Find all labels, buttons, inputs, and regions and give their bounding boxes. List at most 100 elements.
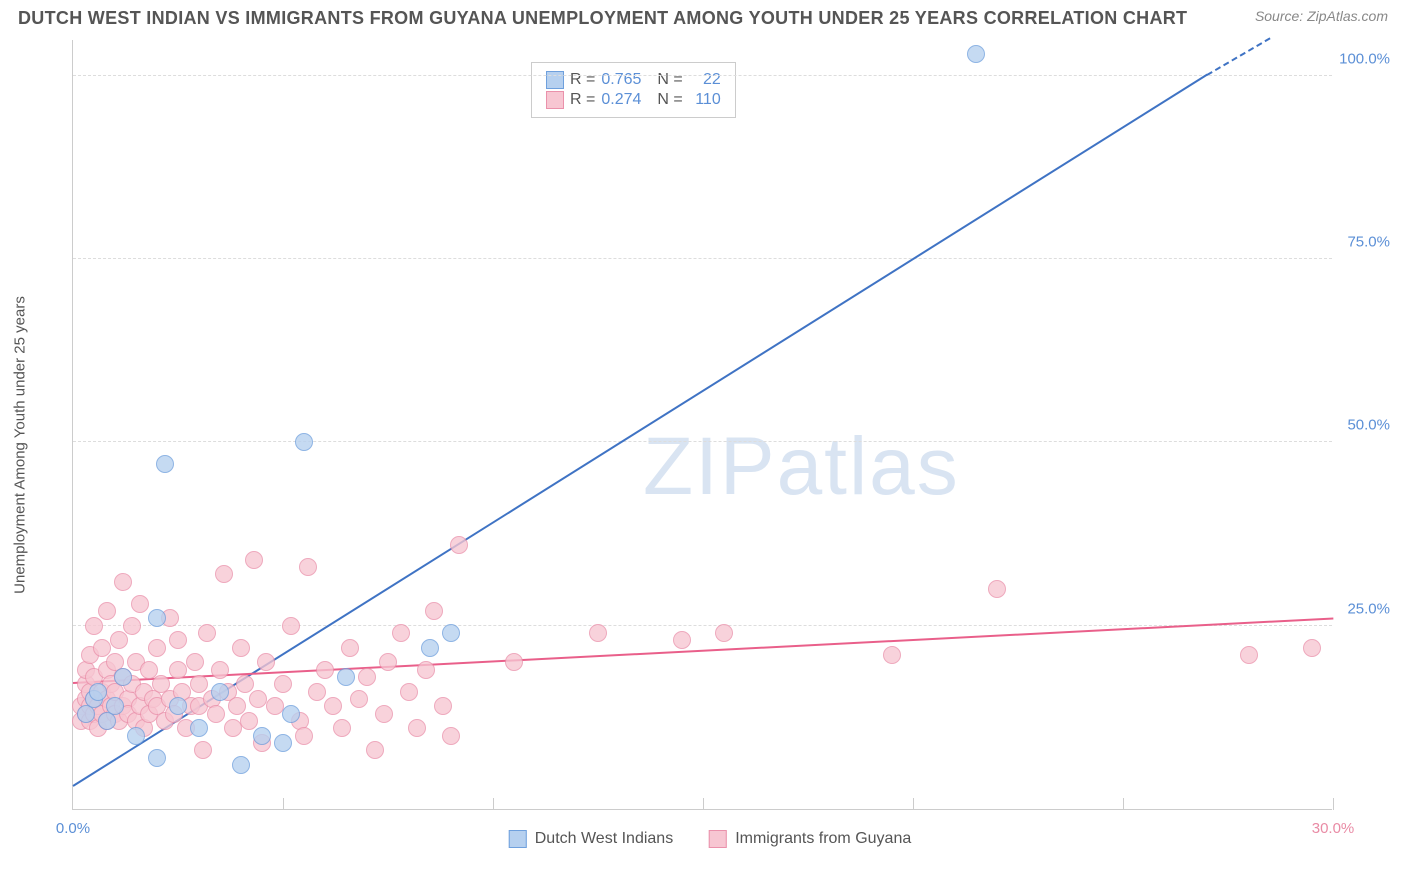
y-tick-label: 100.0% bbox=[1339, 50, 1390, 67]
dutch-point bbox=[232, 756, 250, 774]
plot-area: ZIPatlas R = 0.765N = 22R = 0.274N = 110… bbox=[72, 40, 1332, 810]
dutch-point bbox=[282, 705, 300, 723]
guyana-point bbox=[333, 719, 351, 737]
guyana-point bbox=[392, 624, 410, 642]
chart-title: DUTCH WEST INDIAN VS IMMIGRANTS FROM GUY… bbox=[18, 8, 1187, 29]
legend-r-label: R = bbox=[570, 91, 595, 109]
guyana-point bbox=[988, 580, 1006, 598]
guyana-point bbox=[215, 565, 233, 583]
guyana-point bbox=[375, 705, 393, 723]
guyana-point bbox=[358, 668, 376, 686]
gridline bbox=[73, 258, 1332, 259]
guyana-point bbox=[274, 675, 292, 693]
guyana-point bbox=[505, 653, 523, 671]
guyana-point bbox=[442, 727, 460, 745]
gridline bbox=[73, 625, 1332, 626]
guyana-point bbox=[110, 631, 128, 649]
guyana-point bbox=[123, 617, 141, 635]
dutch-point bbox=[114, 668, 132, 686]
guyana-point bbox=[140, 661, 158, 679]
guyana-point bbox=[316, 661, 334, 679]
guyana-point bbox=[715, 624, 733, 642]
guyana-point bbox=[131, 595, 149, 613]
guyana-point bbox=[190, 675, 208, 693]
vgridline bbox=[493, 798, 494, 810]
dutch-point bbox=[106, 697, 124, 715]
guyana-point bbox=[295, 727, 313, 745]
guyana-point bbox=[245, 551, 263, 569]
correlation-legend: R = 0.765N = 22R = 0.274N = 110 bbox=[531, 62, 736, 118]
guyana-point bbox=[224, 719, 242, 737]
guyana-point bbox=[194, 741, 212, 759]
dutch-point bbox=[421, 639, 439, 657]
legend-n-label: N = bbox=[657, 91, 682, 109]
guyana-point bbox=[324, 697, 342, 715]
dutch-regression-dash bbox=[1206, 37, 1270, 75]
guyana-point bbox=[417, 661, 435, 679]
y-tick-label: 50.0% bbox=[1347, 417, 1390, 434]
y-axis-label: Unemployment Among Youth under 25 years bbox=[12, 296, 29, 594]
guyana-point bbox=[400, 683, 418, 701]
legend-swatch bbox=[546, 91, 564, 109]
guyana-point bbox=[379, 653, 397, 671]
legend-n-value: 110 bbox=[689, 91, 721, 109]
guyana-point bbox=[1303, 639, 1321, 657]
guyana-point bbox=[228, 697, 246, 715]
legend-item-guyana: Immigrants from Guyana bbox=[709, 830, 911, 848]
guyana-point bbox=[350, 690, 368, 708]
guyana-point bbox=[366, 741, 384, 759]
dutch-point bbox=[295, 433, 313, 451]
guyana-regression-line bbox=[73, 618, 1333, 685]
guyana-point bbox=[249, 690, 267, 708]
guyana-point bbox=[232, 639, 250, 657]
guyana-point bbox=[425, 602, 443, 620]
legend-item-dutch: Dutch West Indians bbox=[509, 830, 673, 848]
guyana-point bbox=[299, 558, 317, 576]
guyana-point bbox=[186, 653, 204, 671]
guyana-point bbox=[240, 712, 258, 730]
guyana-point bbox=[207, 705, 225, 723]
guyana-point bbox=[257, 653, 275, 671]
dutch-point bbox=[148, 749, 166, 767]
legend-swatch bbox=[509, 830, 527, 848]
guyana-point bbox=[98, 602, 116, 620]
vgridline bbox=[703, 798, 704, 810]
watermark: ZIPatlas bbox=[643, 420, 960, 514]
guyana-point bbox=[169, 661, 187, 679]
x-tick-label: 30.0% bbox=[1312, 820, 1355, 837]
dutch-point bbox=[337, 668, 355, 686]
legend-label: Dutch West Indians bbox=[535, 830, 673, 848]
legend-row-guyana: R = 0.274 N = 110 bbox=[546, 91, 721, 109]
guyana-point bbox=[673, 631, 691, 649]
guyana-point bbox=[282, 617, 300, 635]
dutch-point bbox=[211, 683, 229, 701]
dutch-point bbox=[967, 45, 985, 63]
legend-r-value: 0.274 bbox=[601, 91, 641, 109]
dutch-point bbox=[156, 455, 174, 473]
chart-container: Unemployment Among Youth under 25 years … bbox=[30, 40, 1390, 850]
guyana-point bbox=[589, 624, 607, 642]
guyana-point bbox=[1240, 646, 1258, 664]
guyana-point bbox=[408, 719, 426, 737]
series-legend: Dutch West Indians Immigrants from Guyana bbox=[509, 830, 912, 848]
dutch-point bbox=[127, 727, 145, 745]
dutch-point bbox=[169, 697, 187, 715]
dutch-point bbox=[253, 727, 271, 745]
dutch-point bbox=[274, 734, 292, 752]
guyana-point bbox=[169, 631, 187, 649]
guyana-point bbox=[266, 697, 284, 715]
vgridline bbox=[283, 798, 284, 810]
guyana-point bbox=[883, 646, 901, 664]
dutch-point bbox=[148, 609, 166, 627]
x-tick-label: 0.0% bbox=[56, 820, 90, 837]
vgridline bbox=[913, 798, 914, 810]
legend-label: Immigrants from Guyana bbox=[735, 830, 911, 848]
vgridline bbox=[1123, 798, 1124, 810]
dutch-point bbox=[442, 624, 460, 642]
guyana-point bbox=[211, 661, 229, 679]
dutch-point bbox=[89, 683, 107, 701]
guyana-point bbox=[450, 536, 468, 554]
guyana-point bbox=[198, 624, 216, 642]
gridline bbox=[73, 441, 1332, 442]
guyana-point bbox=[236, 675, 254, 693]
